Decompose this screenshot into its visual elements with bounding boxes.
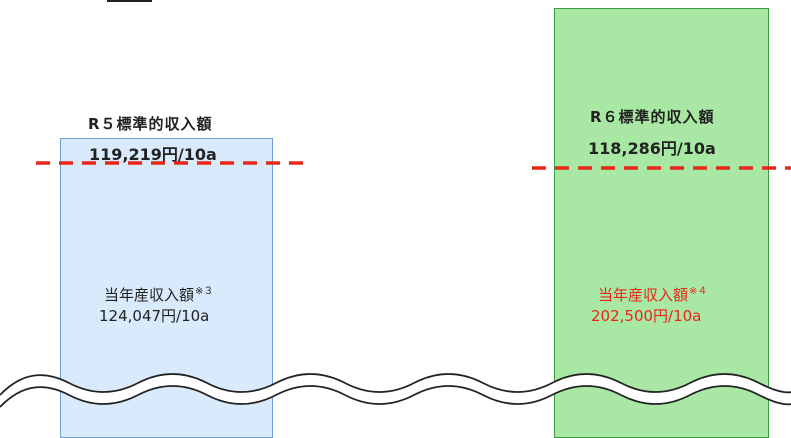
r5-income-note: ※３ bbox=[195, 286, 214, 297]
r5-standard-title: R５標準的収入額 bbox=[88, 115, 213, 133]
r6-income-label: 当年産収入額※４ bbox=[598, 282, 707, 305]
r6-income-label-text: 当年産収入額 bbox=[598, 286, 689, 304]
r5-standard-value: 119,219円/10a bbox=[89, 145, 217, 164]
r6-income-value: 202,500円/10a bbox=[591, 307, 702, 325]
r5-income-label-text: 当年産収入額 bbox=[104, 286, 195, 304]
r6-income-note: ※４ bbox=[689, 286, 708, 297]
axis-break-wave-bottom bbox=[0, 385, 791, 408]
r6-income-bar bbox=[554, 8, 769, 438]
axis-break-wave-top bbox=[0, 373, 791, 396]
r5-income-value: 124,047円/10a bbox=[99, 307, 210, 325]
top-edge-mark bbox=[107, 0, 152, 2]
diagram-overlay bbox=[0, 161, 791, 408]
r5-income-bar bbox=[60, 138, 273, 438]
r6-standard-value: 118,286円/10a bbox=[588, 139, 716, 158]
r6-standard-title: R６標準的収入額 bbox=[590, 108, 715, 126]
r5-income-label: 当年産収入額※３ bbox=[104, 282, 213, 305]
